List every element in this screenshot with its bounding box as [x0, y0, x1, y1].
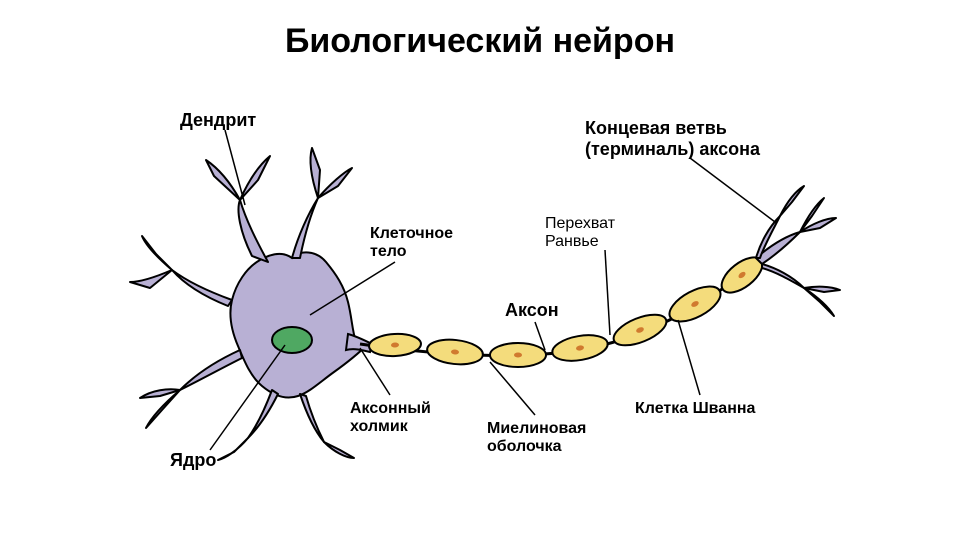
leader-ranvier [605, 250, 610, 335]
label-myelin: Миелиновая оболочка [487, 420, 586, 457]
leader-schwann [678, 320, 700, 395]
nucleus-shape [272, 327, 312, 353]
label-nucleus: Ядро [170, 450, 216, 471]
label-dendrite: Дендрит [180, 110, 256, 131]
label-ranvier: Перехват Ранвье [545, 215, 615, 252]
diagram-stage: Биологический нейрон [0, 0, 960, 540]
axon-hillock-shape [346, 334, 372, 352]
schwann-nucleus-dot [514, 353, 522, 358]
soma-shape [230, 252, 368, 397]
label-terminal: Концевая ветвь (терминаль) аксона [585, 118, 760, 159]
neuron-diagram [0, 0, 960, 540]
label-axon-hillock: Аксонный холмик [350, 400, 431, 437]
label-cellbody: Клеточное тело [370, 225, 453, 262]
leader-terminal [690, 158, 775, 222]
myelin-sheath [368, 251, 768, 367]
label-schwann: Клетка Шванна [635, 400, 755, 418]
label-axon: Аксон [505, 300, 559, 321]
leader-myelin [490, 362, 535, 415]
axon-terminal [756, 186, 840, 316]
